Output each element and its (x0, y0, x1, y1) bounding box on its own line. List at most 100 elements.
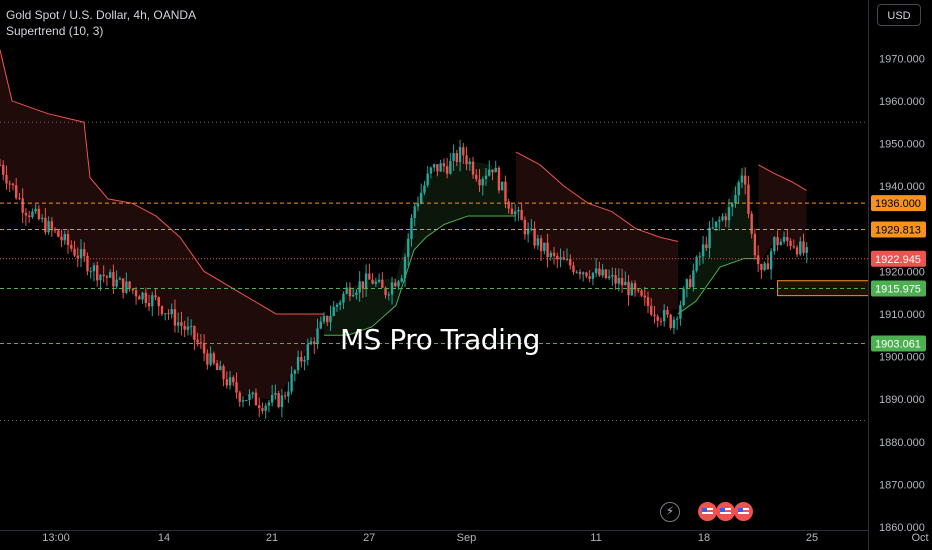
candle-body (601, 269, 604, 276)
candle-body (196, 339, 199, 343)
candle-body (374, 281, 378, 284)
price-tick-label: 1910.000 (879, 309, 925, 321)
candle-body (614, 275, 617, 284)
candle-body (222, 366, 225, 380)
price-tick-label: 1940.000 (879, 181, 925, 193)
candle-body (248, 394, 251, 401)
candle-body (465, 155, 468, 165)
candle-body (782, 236, 786, 242)
candle-body (403, 256, 407, 279)
time-tick-label: 27 (363, 532, 375, 544)
candle-body (705, 244, 708, 249)
candle-body (633, 283, 637, 290)
candle-body (510, 208, 514, 215)
candle-body (371, 279, 374, 284)
candle-body (513, 211, 517, 215)
candle-body (552, 252, 556, 256)
candle-body (646, 297, 650, 306)
candle-body (238, 392, 241, 402)
time-tick-label: 11 (590, 532, 601, 544)
price-tick-label: 1920.000 (879, 266, 925, 278)
candle-body (296, 357, 300, 371)
candle-body (108, 272, 112, 278)
candle-body (452, 153, 455, 162)
candle-body (241, 400, 245, 402)
candle-body (329, 315, 332, 323)
candle-body (245, 400, 248, 402)
candle-body (141, 292, 144, 300)
candle-body (714, 221, 718, 228)
candle-body (666, 310, 669, 315)
candle-body (400, 278, 403, 282)
candle-body (701, 244, 705, 257)
us-flag-icon[interactable] (698, 502, 717, 521)
candle-body (313, 341, 316, 345)
candle-body (40, 217, 44, 219)
candle-body (594, 268, 598, 273)
candle-body (83, 249, 86, 256)
candle-body (394, 282, 397, 287)
price-tick-label: 1860.000 (879, 522, 925, 534)
candle-body (481, 178, 484, 186)
candle-body (44, 217, 47, 233)
candle-body (478, 179, 481, 186)
candle-body (21, 198, 24, 213)
candle-body (27, 215, 31, 218)
candle-body (381, 279, 384, 288)
price-axis: 1860.000 1870.000 1880.000 1890.000 1900.000… (871, 53, 926, 534)
candle-body (348, 287, 352, 297)
candle-body (562, 257, 565, 260)
candle-body (342, 293, 345, 303)
level-label-bg (871, 195, 926, 212)
time-axis: 13:00142127Sep111825Oct9 (42, 532, 928, 544)
candle-body (202, 343, 206, 354)
time-tick-label: 18 (698, 532, 710, 544)
candle-body (206, 353, 209, 365)
candle-body (31, 211, 34, 218)
candle-body (290, 373, 293, 392)
candle-body (151, 295, 154, 307)
supertrend-line-4 (758, 164, 807, 191)
candle-body (734, 194, 737, 204)
candle-body (462, 147, 465, 156)
us-flag-icon[interactable] (716, 502, 735, 521)
candle-body (322, 315, 326, 322)
indicator-legend[interactable]: Supertrend (10, 3) (6, 24, 104, 38)
candle-body (426, 173, 429, 186)
currency-button[interactable]: USD (877, 4, 921, 26)
candle-body (407, 238, 410, 257)
time-tick-label: 25 (806, 532, 818, 544)
candle-body (105, 276, 109, 278)
candle-body (387, 294, 390, 296)
candle-body (429, 167, 433, 174)
candle-body (718, 219, 721, 222)
candle-body (8, 183, 11, 185)
candle-body (138, 296, 141, 300)
us-flag-icon[interactable] (734, 502, 753, 521)
candle-body (753, 233, 757, 256)
lightning-icon[interactable]: ⚡ (660, 502, 680, 522)
candle-body (37, 208, 41, 219)
candle-body (144, 292, 147, 304)
candle-body (698, 256, 702, 258)
candle-body (721, 216, 724, 220)
candle-body (727, 207, 731, 221)
candle-body (397, 281, 400, 287)
candle-body (643, 295, 646, 298)
candle-body (740, 175, 744, 183)
candle-body (303, 359, 306, 362)
level-label: 1915.975 (875, 283, 921, 295)
candle-body (475, 174, 478, 180)
candle-body (368, 273, 371, 280)
candle-body (526, 228, 530, 235)
level-label: 1936.000 (875, 198, 921, 210)
candle-body (546, 242, 549, 257)
candle-body (287, 391, 290, 397)
candle-body (73, 248, 76, 256)
candle-body (530, 228, 533, 230)
candle-body (659, 320, 663, 322)
candle-body (637, 289, 640, 291)
candle-body (420, 192, 423, 204)
candle-body (274, 393, 277, 395)
